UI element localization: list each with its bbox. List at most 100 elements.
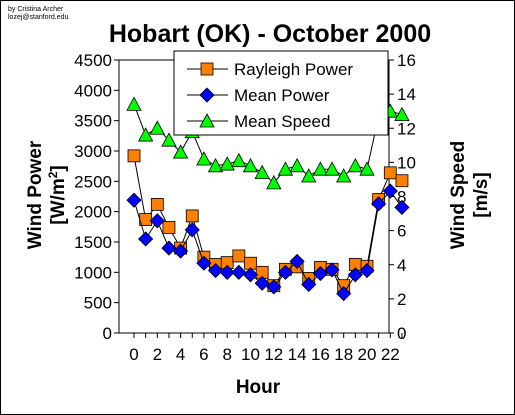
y2-axis-label: Wind Speed [448, 141, 469, 250]
data-point [312, 161, 329, 176]
data-point [232, 249, 246, 263]
data-point [394, 106, 410, 121]
data-point [324, 161, 340, 176]
legend-marker [200, 62, 214, 76]
data-point [173, 243, 189, 259]
data-point [127, 149, 141, 163]
data-point [231, 264, 247, 280]
data-point [242, 267, 259, 283]
y-tick-label: 500 [84, 294, 112, 313]
data-point [359, 161, 375, 176]
data-point [301, 168, 317, 183]
data-point [289, 253, 305, 269]
y-axis-unit: [W/m2] [46, 165, 69, 224]
data-point [172, 144, 189, 159]
x-tick-label: 0 [129, 345, 138, 364]
data-point [196, 151, 212, 166]
data-point [383, 166, 397, 180]
legend-marker [199, 113, 215, 128]
y-tick-label: 1500 [74, 233, 112, 252]
data-point [126, 96, 142, 111]
credit-author: by Cristina Archer [8, 6, 64, 13]
legend-label: Mean Power [234, 86, 330, 105]
y-tick-label: 4000 [74, 81, 112, 100]
x-axis-label: Hour [236, 377, 281, 398]
data-point [126, 192, 142, 208]
data-point [161, 132, 177, 147]
y2-tick-label: 6 [397, 222, 406, 241]
data-point [184, 222, 200, 238]
y2-tick-label: 4 [397, 256, 406, 275]
legend: Rayleigh Power Mean Power Mean Speed [173, 50, 389, 136]
data-point [254, 275, 270, 291]
credit-email: lozej@stanford.edu [8, 14, 69, 21]
x-tick-label: 10 [241, 345, 260, 364]
y-tick-label: 4500 [74, 51, 112, 70]
y2-axis-unit: [m/s] [471, 172, 492, 217]
data-point [371, 196, 387, 212]
x-tick-label: 18 [334, 345, 353, 364]
data-point [196, 255, 212, 271]
y-tick-label: 2000 [74, 203, 112, 222]
chart-title: Hobart (OK) - October 2000 [109, 20, 431, 48]
data-point [336, 286, 352, 302]
data-point [336, 168, 352, 183]
series-layer [126, 96, 410, 302]
data-point [254, 164, 270, 180]
data-point [242, 157, 259, 173]
data-point [138, 231, 154, 247]
data-point [149, 213, 165, 229]
x-tick-label: 2 [153, 345, 162, 364]
data-point [150, 197, 164, 211]
legend-label: Rayleigh Power [234, 60, 353, 79]
y2-tick-label: 16 [397, 51, 416, 70]
y-tick-label: 3000 [74, 142, 112, 161]
y-tick-label: 3500 [74, 112, 112, 131]
y-tick-label: 1000 [74, 263, 112, 282]
x-tick-label: 4 [176, 345, 185, 364]
data-point [312, 265, 328, 282]
x-tick-label: 12 [264, 345, 283, 364]
data-point [219, 264, 235, 280]
x-tick-label: 22 [381, 345, 400, 364]
data-point [266, 175, 282, 190]
x-tick-label: 14 [288, 345, 307, 364]
data-point [207, 262, 224, 279]
data-point [395, 174, 409, 188]
data-point [347, 267, 363, 283]
data-point [162, 221, 176, 234]
y-tick-label: 0 [103, 324, 112, 343]
y-axis-label: Wind Power [25, 140, 46, 249]
y2-tick-label: 10 [397, 153, 416, 172]
x-tick-label: 16 [311, 345, 330, 364]
y2-tick-label: 12 [397, 119, 416, 138]
data-point [324, 262, 340, 278]
legend-marker [199, 87, 215, 103]
data-point [161, 240, 177, 256]
data-point [277, 161, 294, 176]
data-point [382, 183, 398, 199]
data-point [394, 199, 410, 215]
y2-tick-label: 8 [397, 188, 406, 207]
y2-tick-label: 14 [397, 85, 416, 104]
y-tick-label: 2500 [74, 172, 112, 191]
data-point [347, 157, 364, 173]
data-point [359, 262, 375, 279]
data-point [219, 156, 235, 171]
data-point [149, 120, 165, 135]
legend-label: Mean Speed [234, 112, 330, 131]
data-point [266, 279, 282, 295]
data-point [137, 127, 154, 142]
x-tick-label: 6 [199, 345, 208, 364]
data-point [289, 157, 305, 173]
series-diamond [126, 183, 410, 302]
data-point [185, 209, 199, 223]
y2-tick-label: 2 [397, 290, 406, 309]
data-point [231, 152, 247, 168]
data-point [301, 276, 317, 293]
data-point [277, 264, 294, 280]
x-tick-label: 8 [222, 345, 231, 364]
data-point [207, 157, 224, 173]
x-tick-label: 20 [358, 345, 377, 364]
